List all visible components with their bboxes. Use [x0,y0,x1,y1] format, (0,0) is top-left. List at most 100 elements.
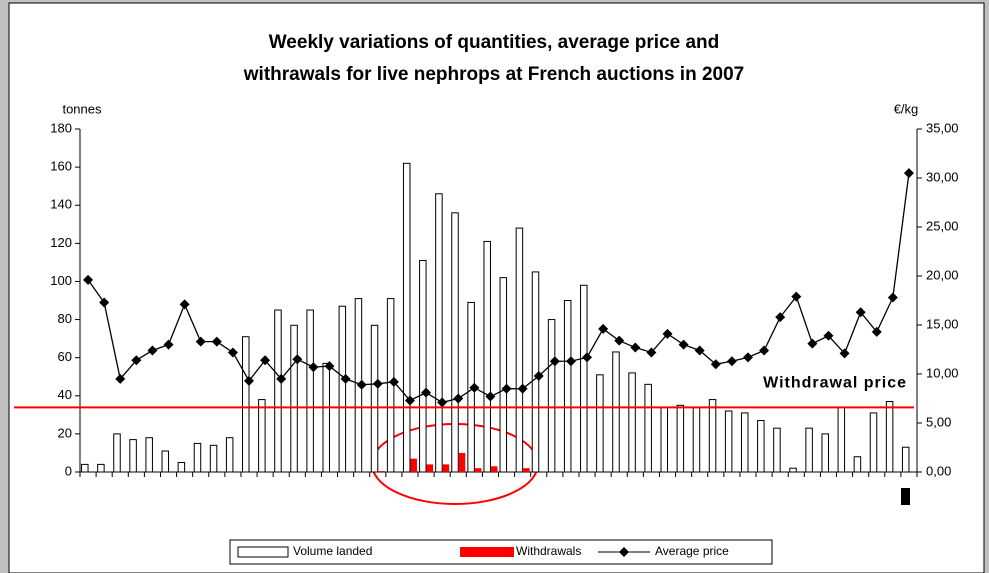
price-marker [791,291,802,302]
y2-tick-label: 5,00 [926,414,951,429]
bar [81,463,89,473]
price-marker [887,292,898,303]
bar [402,162,411,473]
y-tick-label: 60 [58,349,72,364]
price-marker [501,383,512,394]
bar [129,439,137,473]
bar [209,444,218,473]
bar [853,456,862,473]
bar [869,412,878,473]
bar [451,212,459,473]
marker-block [901,488,910,505]
price-marker [903,168,914,179]
price-line [87,173,910,404]
price-marker [388,376,399,387]
bar [515,227,524,473]
bar [740,412,749,473]
bar [258,399,266,473]
bar [145,437,153,473]
price-marker [469,382,480,393]
y-tick-label: 20 [58,425,72,440]
y-tick-label: 120 [50,235,72,250]
legend-swatch [460,547,514,557]
price-marker [211,336,222,347]
bar [628,372,636,473]
bar [885,400,894,473]
bar [290,324,298,473]
price-marker [324,361,335,372]
y2-tick-label: 25,00 [926,218,959,233]
price-marker [292,354,303,365]
price-marker [260,355,271,366]
price-marker [549,356,560,367]
bar [113,433,121,473]
price-marker [453,393,464,404]
bar [708,399,717,473]
price-marker [582,352,593,363]
withdrawal-price-label: Withdrawal price [763,375,907,392]
bar [805,427,813,473]
bar [773,427,781,473]
price-marker [630,342,641,353]
bar [757,420,765,473]
bar [789,467,797,473]
y2-tick-label: 35,00 [926,120,959,135]
bar [821,433,829,473]
price-marker [179,299,190,310]
price-marker [227,347,238,358]
price-marker [710,359,721,370]
y-axis-label: tonnes [62,101,102,116]
bar [901,446,910,473]
chart-title: withrawals for live nephrops at French a… [243,64,744,85]
price-marker [533,370,544,381]
price-marker [855,307,866,318]
bar [370,324,379,473]
bar [547,319,556,473]
y-tick-label: 100 [50,273,72,288]
bar [242,336,250,473]
bar [458,452,466,472]
price-marker [871,326,882,337]
legend-label: Volume landed [293,544,372,558]
chart-area [8,2,985,573]
price-marker [823,330,834,341]
bar [596,374,604,473]
price-marker [839,348,850,359]
bar [563,300,572,473]
bar [378,471,385,472]
y2-tick-label: 0,00 [926,463,951,478]
y2-tick-label: 30,00 [926,169,959,184]
price-marker [147,345,158,356]
y2-tick-label: 20,00 [926,267,959,282]
y-tick-label: 0 [65,463,72,478]
price-marker [276,373,287,384]
bar [306,309,314,473]
y-tick-label: 40 [58,387,72,402]
bar [644,383,652,473]
price-marker [646,347,657,358]
price-marker [195,336,206,347]
price-marker [83,274,94,285]
price-marker [308,362,319,373]
y2-axis-label: €/kg [894,101,919,116]
price-marker [775,312,786,323]
y2-tick-label: 15,00 [926,316,959,331]
bar [523,468,530,472]
y2-tick-label: 10,00 [926,365,959,380]
price-marker [485,391,496,402]
y-tick-label: 140 [50,197,72,212]
price-marker [131,355,142,366]
price-marker [356,379,367,390]
bar [419,259,427,473]
bar [483,240,491,473]
price-marker [404,395,415,406]
legend-label: Withdrawals [516,544,581,558]
price-marker [517,383,528,394]
price-marker [99,297,110,308]
y-tick-label: 160 [50,159,72,174]
price-marker [759,345,770,356]
price-marker [565,356,576,367]
bar [435,193,443,473]
bar [724,410,733,473]
